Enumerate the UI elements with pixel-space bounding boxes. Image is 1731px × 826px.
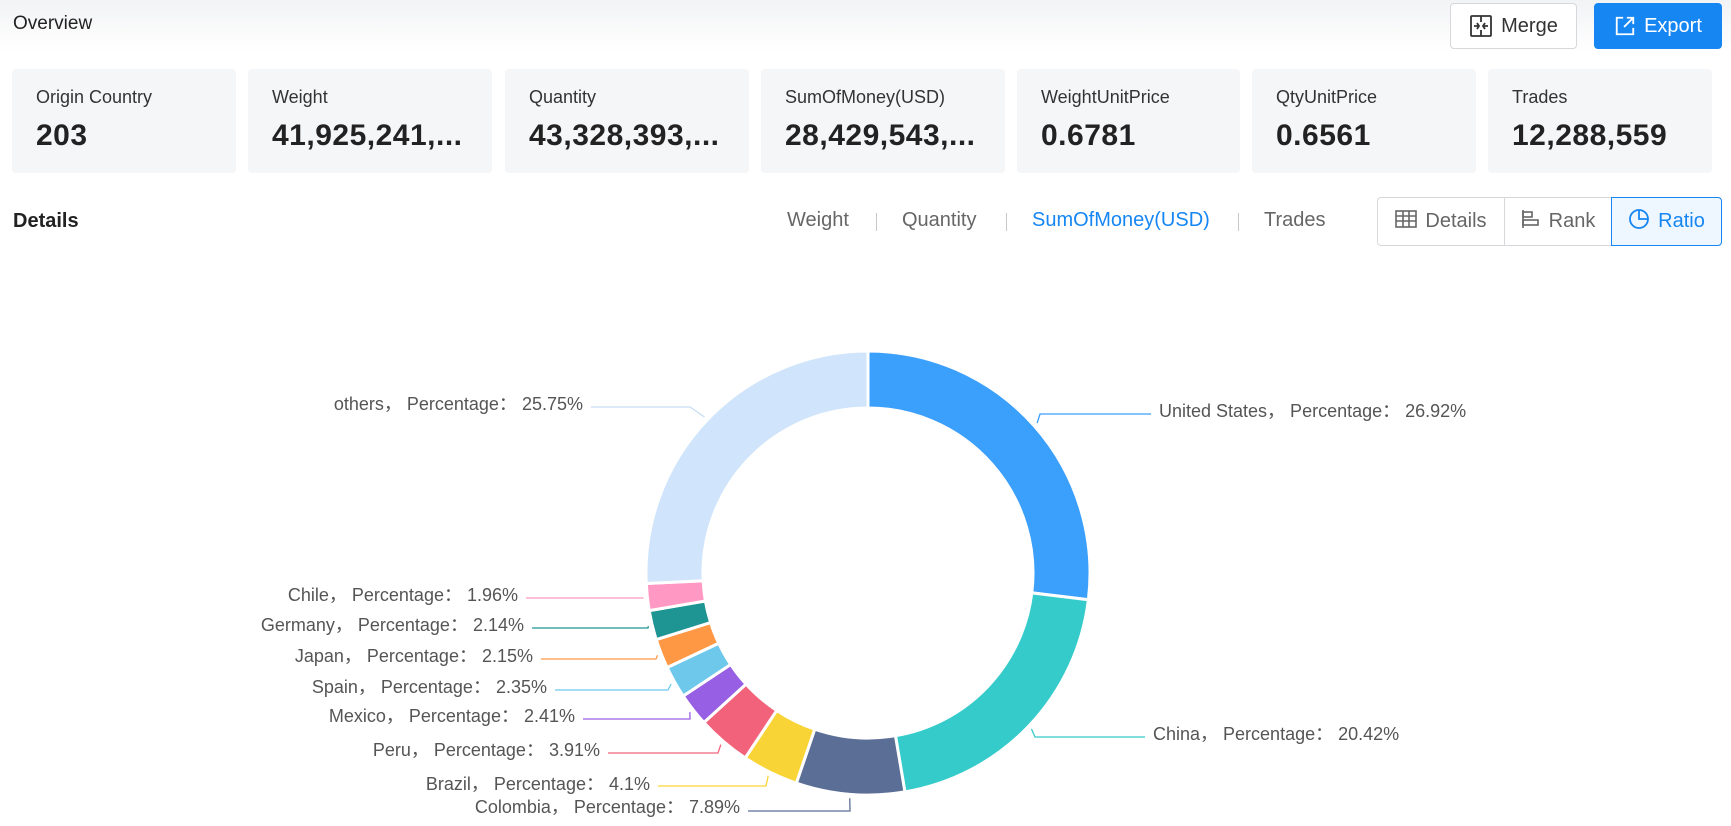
leader-line-colombia	[748, 798, 851, 812]
stat-value: 0.6561	[1276, 119, 1371, 152]
donut-chart: United States， Percentage： 26.92% China， …	[261, 349, 1466, 817]
leader-line-brazil	[658, 775, 769, 787]
merge-button[interactable]: Merge	[1450, 3, 1577, 49]
stat-card-origin-country: Origin Country 203	[12, 69, 236, 173]
pie-icon	[1628, 208, 1650, 236]
slice-china[interactable]	[893, 591, 1091, 794]
bar-rank-icon	[1521, 209, 1541, 235]
tab-divider	[1006, 213, 1007, 231]
slice-others[interactable]	[644, 349, 870, 586]
stat-label: Trades	[1512, 87, 1568, 107]
slice-label-united-states: United States， Percentage： 26.92%	[1159, 401, 1466, 421]
tab-quantity[interactable]: Quantity	[902, 209, 977, 231]
tab-trades[interactable]: Trades	[1264, 209, 1326, 231]
stat-label: Quantity	[529, 87, 597, 107]
top-bar	[0, 0, 1731, 52]
slice-label-others: others， Percentage： 25.75%	[334, 394, 583, 414]
view-rank-label: Rank	[1548, 210, 1596, 232]
slice-label-brazil: Brazil， Percentage： 4.1%	[426, 774, 650, 794]
leader-line-mexico	[583, 712, 691, 720]
merge-label: Merge	[1501, 14, 1558, 37]
view-rank-button[interactable]: Rank	[1504, 197, 1612, 246]
slice-label-spain: Spain， Percentage： 2.35%	[312, 677, 547, 697]
stat-value: 203	[36, 119, 88, 152]
stat-card-quantity: Quantity 43,328,393,...	[505, 69, 749, 173]
stat-value: 12,288,559	[1512, 119, 1668, 152]
stat-value: 41,925,241,...	[272, 119, 463, 152]
stat-card-trades: Trades 12,288,559	[1488, 69, 1712, 173]
stat-label: QtyUnitPrice	[1276, 87, 1378, 107]
stat-card-weight-unit-price: WeightUnitPrice 0.6781	[1017, 69, 1240, 173]
slice-label-china: China， Percentage： 20.42%	[1153, 724, 1399, 744]
export-label: Export	[1644, 14, 1702, 37]
leader-line-germany	[532, 626, 649, 629]
slice-label-germany: Germany， Percentage： 2.14%	[261, 615, 524, 635]
stat-card-weight: Weight 41,925,241,...	[248, 69, 492, 173]
leader-line-united-states	[1036, 413, 1151, 424]
stat-value: 0.6781	[1041, 119, 1136, 152]
leader-line-spain	[555, 683, 672, 691]
stat-label: SumOfMoney(USD)	[785, 87, 946, 107]
slice-label-peru: Peru， Percentage： 3.91%	[373, 740, 600, 760]
tab-divider	[1238, 213, 1239, 231]
merge-icon	[1469, 14, 1493, 38]
view-details-button[interactable]: Details	[1377, 197, 1505, 246]
leader-line-others	[591, 406, 705, 418]
slice-label-mexico: Mexico， Percentage： 2.41%	[329, 706, 575, 726]
view-details-label: Details	[1425, 210, 1487, 232]
tab-sum-of-money[interactable]: SumOfMoney(USD)	[1032, 209, 1210, 231]
table-icon	[1395, 209, 1418, 235]
stat-label: Origin Country	[36, 87, 153, 107]
stat-value: 28,429,543,...	[785, 119, 976, 152]
export-icon	[1614, 15, 1636, 37]
stat-label: Weight	[272, 87, 328, 107]
leader-line-japan	[541, 654, 659, 660]
view-ratio-button[interactable]: Ratio	[1611, 197, 1722, 246]
stat-card-qty-unit-price: QtyUnitPrice 0.6561	[1252, 69, 1476, 173]
leader-line-china	[1030, 728, 1145, 738]
leader-line-peru	[608, 744, 722, 754]
slice-label-colombia: Colombia， Percentage： 7.89%	[475, 797, 740, 817]
slice-united-states[interactable]	[866, 349, 1092, 602]
tab-weight[interactable]: Weight	[787, 209, 849, 231]
slice-label-japan: Japan， Percentage： 2.15%	[295, 646, 533, 666]
details-title: Details	[13, 210, 79, 232]
stat-card-sum-of-money: SumOfMoney(USD) 28,429,543,...	[761, 69, 1005, 173]
view-ratio-label: Ratio	[1658, 210, 1705, 232]
overview-title: Overview	[13, 13, 93, 34]
export-button[interactable]: Export	[1594, 3, 1722, 49]
stat-label: WeightUnitPrice	[1041, 87, 1170, 107]
stat-value: 43,328,393,...	[529, 119, 720, 152]
tab-divider	[876, 213, 877, 231]
slice-label-chile: Chile， Percentage： 1.96%	[288, 585, 518, 605]
